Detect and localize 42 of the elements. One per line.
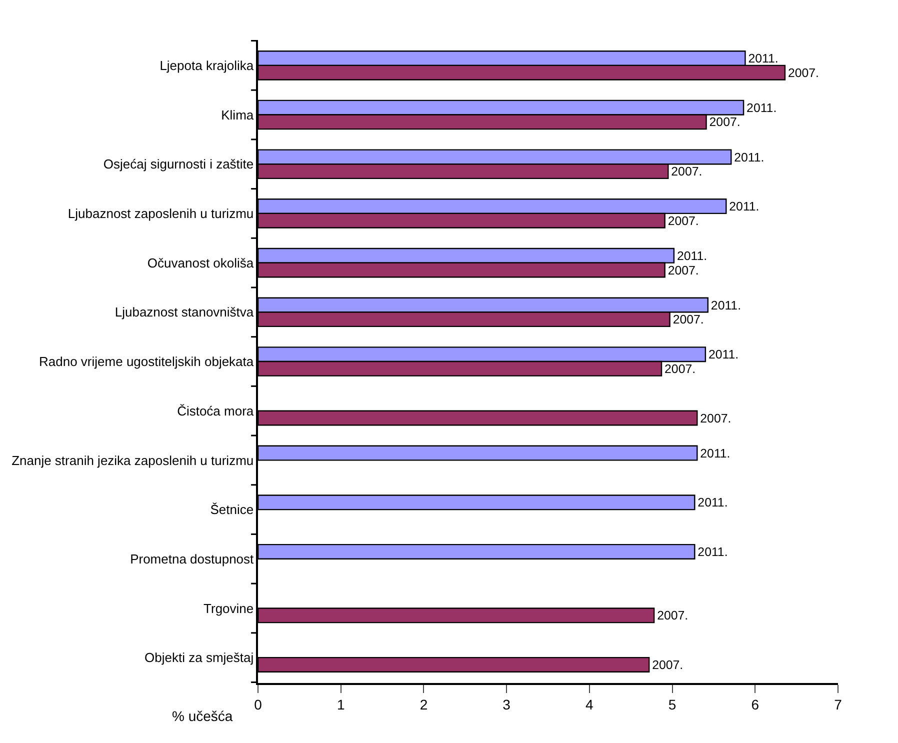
text: 2011. <box>710 298 742 312</box>
y-tick-label: Ljepota krajolika <box>160 58 254 73</box>
x-tick-label: 0 <box>254 696 262 713</box>
y-tick-label: Očuvanost okoliša <box>147 255 254 270</box>
y-tick-label: Ljubaznost zaposlenih u turizmu <box>68 206 254 222</box>
text: 2007. <box>668 214 699 228</box>
text: 2007. <box>652 658 684 672</box>
y-tick-label: Radno vrijeme ugostiteljskih objekata <box>39 354 254 370</box>
x-tick-label: 5 <box>668 696 676 713</box>
text: 2011. <box>734 150 764 164</box>
text: 2007. <box>700 411 732 426</box>
x-axis-title: % učešća <box>172 708 233 724</box>
text: 2007. <box>709 115 740 130</box>
text: 2007. <box>668 263 699 278</box>
text: 2011. <box>698 545 728 560</box>
text: 2011. <box>698 496 728 510</box>
x-tick-label: 6 <box>751 696 760 713</box>
text: 2007. <box>664 362 696 376</box>
y-tick-label: Čistoća mora <box>177 403 254 418</box>
text: 2007. <box>671 164 702 179</box>
y-tick-label: Trgovine <box>204 600 254 616</box>
x-tick-label: 7 <box>834 696 842 713</box>
y-tick-label: Znanje stranih jezika zaposlenih u turizmu <box>12 452 254 468</box>
text: 2011. <box>700 446 730 460</box>
x-tick-label: 4 <box>586 696 594 713</box>
y-tick-label: Osjećaj sigurnosti i zaštite <box>103 156 254 172</box>
x-tick-label: 1 <box>336 696 345 713</box>
x-tick-label: 2 <box>420 696 428 713</box>
y-tick-label: Šetnice <box>210 502 254 518</box>
text: 2011. <box>676 248 708 263</box>
text: 2011. <box>729 200 760 214</box>
y-tick-label: Prometna dostupnost <box>130 551 254 566</box>
series-label: 2011. <box>748 52 778 66</box>
x-tick-label: 3 <box>502 696 511 713</box>
text: 2011. <box>708 348 739 362</box>
series-label: 2007. <box>788 66 820 80</box>
text: 2007. <box>672 312 704 327</box>
text: 2007. <box>657 608 688 623</box>
y-tick-label: Klima <box>221 107 254 122</box>
text: 2011. <box>746 100 777 115</box>
y-tick-label: Objekti za smještaj <box>144 650 254 666</box>
y-tick-label: Ljubaznost stanovništva <box>114 304 254 320</box>
